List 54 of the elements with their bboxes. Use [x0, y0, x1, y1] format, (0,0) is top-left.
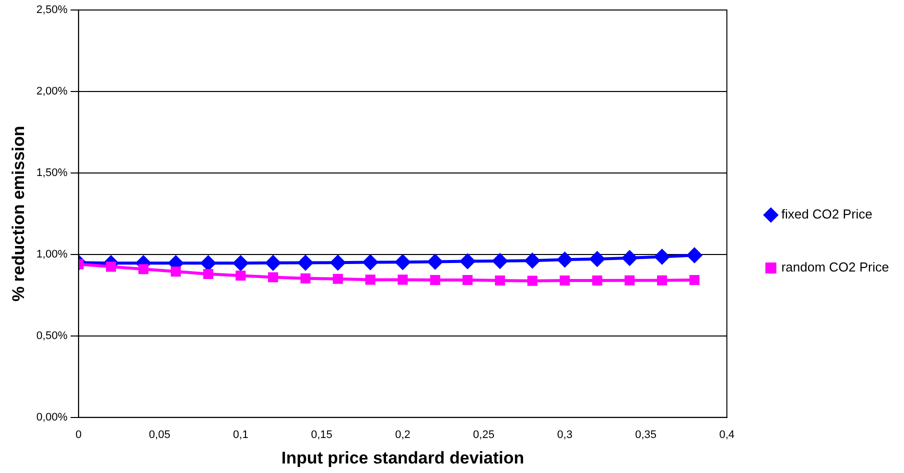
x-tick-label: 0,2: [395, 429, 410, 442]
y-axis-title: % reduction emission: [8, 126, 28, 302]
x-tick-label: 0,35: [635, 429, 657, 442]
point: [236, 270, 246, 281]
x-tick-label: 0,3: [557, 429, 572, 442]
point: [106, 262, 116, 272]
point: [428, 254, 443, 270]
point: [527, 276, 538, 286]
point: [462, 274, 473, 286]
x-tick-label: 0,1: [233, 429, 248, 442]
point: [200, 256, 216, 271]
point: [557, 252, 572, 268]
point: [622, 250, 638, 266]
point: [138, 264, 148, 274]
point: [524, 253, 540, 268]
y-tick-label: 0,50%: [36, 330, 68, 342]
point: [203, 268, 214, 280]
y-tick-label: 2,50%: [36, 4, 68, 16]
point: [560, 275, 570, 286]
point: [398, 274, 408, 285]
x-tick-label: 0,25: [473, 429, 494, 442]
point: [689, 274, 700, 286]
point: [624, 275, 635, 286]
point: [430, 274, 440, 286]
point: [592, 275, 602, 286]
point: [332, 274, 343, 284]
y-tick-label: 1,00%: [36, 248, 68, 260]
point: [170, 266, 181, 277]
point: [492, 253, 508, 268]
point: [460, 254, 476, 269]
point: [268, 272, 278, 282]
point: [590, 252, 605, 267]
point: [654, 249, 670, 264]
x-tick-label: 0,15: [310, 429, 332, 442]
point: [362, 254, 378, 270]
x-tick-label: 0,05: [148, 429, 170, 442]
point: [330, 255, 346, 270]
x-axis-title: Input price standard deviation: [281, 448, 524, 468]
point: [656, 275, 668, 286]
point: [365, 274, 376, 285]
legend-label: random CO2 Price: [781, 260, 890, 275]
point: [300, 273, 311, 284]
point: [233, 256, 248, 271]
point: [494, 275, 505, 286]
x-tick-label: 0: [76, 429, 82, 442]
x-tick-label: 0,4: [719, 429, 734, 442]
y-tick-label: 1,50%: [36, 166, 68, 179]
y-tick-label: 2,00%: [36, 86, 68, 98]
point: [298, 255, 313, 270]
y-tick-label: 0,00%: [36, 411, 68, 424]
point: [395, 254, 410, 270]
legend-label: fixed CO2 Price: [781, 206, 872, 222]
point: [266, 255, 281, 270]
point: [686, 248, 702, 263]
